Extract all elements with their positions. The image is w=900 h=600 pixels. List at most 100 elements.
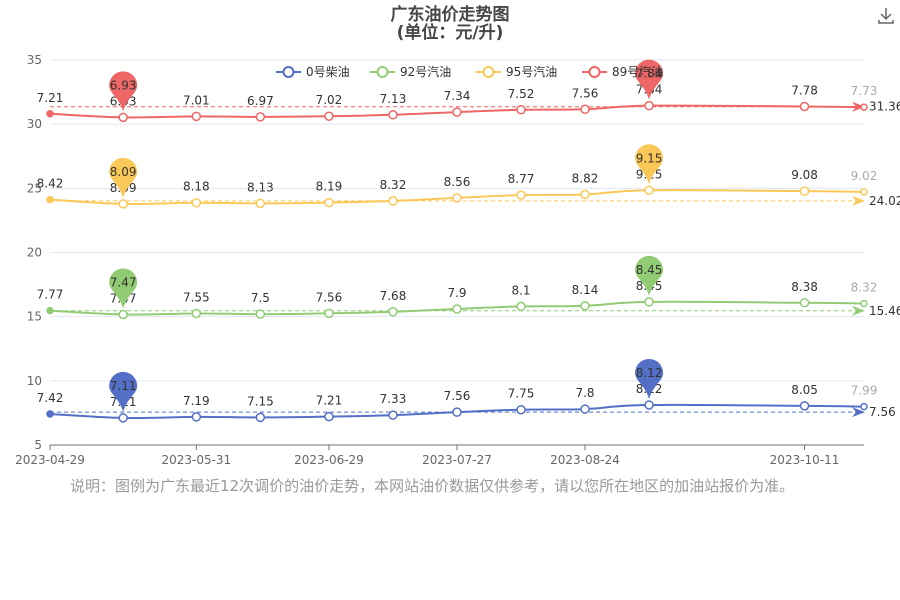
- data-point: [191, 111, 202, 122]
- pin-shape: [635, 358, 664, 399]
- data-point: [580, 189, 590, 200]
- data-label: 7.9: [447, 286, 466, 300]
- data-point: [644, 297, 654, 307]
- max-pin: 8.12: [635, 358, 664, 399]
- y-tick-label: 5: [34, 438, 42, 452]
- data-label: 7.33: [380, 392, 407, 406]
- data-label: 7.02: [316, 93, 343, 107]
- average-label: 7.56: [869, 405, 896, 419]
- data-label: 8.13: [247, 180, 274, 194]
- pin-shape: [109, 268, 138, 309]
- legend-item-1[interactable]: 92号汽油: [370, 64, 451, 79]
- legend-item-0[interactable]: 0号柴油: [276, 65, 350, 79]
- data-point: [580, 404, 590, 414]
- data-label: 8.82: [572, 171, 599, 185]
- download-icon[interactable]: [876, 6, 896, 26]
- data-point: [191, 412, 202, 422]
- data-point: [644, 185, 654, 196]
- data-label: 7.56: [444, 389, 471, 403]
- data-point: [644, 100, 654, 111]
- data-point: [118, 413, 128, 423]
- y-tick-label: 10: [27, 374, 42, 388]
- data-label: 7.21: [37, 91, 64, 105]
- data-label: 8.56: [444, 175, 471, 189]
- pin-label: 8.45: [636, 263, 663, 277]
- pin-shape: [109, 371, 138, 412]
- data-point: [516, 190, 526, 200]
- data-point: [799, 101, 810, 112]
- data-point: [388, 410, 398, 420]
- data-label: 7.73: [851, 84, 878, 98]
- data-label: 8.38: [791, 280, 818, 294]
- data-label: 8.77: [508, 172, 535, 186]
- data-point: [860, 402, 868, 411]
- data-point: [46, 306, 54, 315]
- legend-label: 89号汽油: [612, 64, 663, 79]
- data-label: 7.42: [37, 391, 64, 405]
- data-point: [255, 112, 266, 122]
- grid-lines: [50, 59, 864, 382]
- series-2: 24.02 8.42 8.09 8.18 8.13 8.19 8.32 8.56 8.77 8.8…: [37, 144, 900, 209]
- legend-item-3[interactable]: 89号汽油: [582, 64, 663, 79]
- legend-marker: [482, 66, 495, 78]
- data-label: 7.15: [247, 394, 274, 408]
- data-point: [255, 309, 266, 319]
- legend-label: 92号汽油: [400, 64, 451, 79]
- legend[interactable]: 0号柴油 92号汽油 95号汽油 89号汽油: [276, 64, 663, 79]
- pin-shape: [109, 71, 138, 112]
- legend-marker: [376, 66, 389, 78]
- pin-shape: [109, 157, 138, 198]
- data-label: 8.32: [851, 281, 878, 295]
- data-label: 7.19: [183, 394, 210, 408]
- data-point: [255, 198, 266, 209]
- pin-label: 7.84: [636, 67, 663, 81]
- average-arrow: [852, 305, 865, 316]
- min-pin: 8.09: [109, 157, 138, 198]
- y-tick-label: 35: [27, 53, 42, 67]
- data-point: [255, 412, 266, 423]
- data-label: 7.56: [572, 86, 599, 100]
- data-point: [644, 400, 654, 410]
- data-point: [799, 298, 810, 308]
- average-label: 24.02: [869, 194, 900, 208]
- data-point: [324, 197, 334, 208]
- data-label: 7.56: [316, 290, 343, 304]
- data-label: 8.18: [183, 180, 210, 194]
- data-point: [452, 304, 462, 314]
- data-label: 7.34: [444, 89, 471, 103]
- y-tick-label: 20: [27, 246, 42, 260]
- data-point: [388, 307, 398, 317]
- data-point: [46, 410, 54, 418]
- legend-marker: [588, 66, 601, 78]
- y-tick-label: 15: [27, 310, 42, 324]
- data-point: [799, 401, 810, 411]
- legend-label: 95号汽油: [506, 64, 557, 79]
- legend-label: 0号柴油: [306, 65, 350, 79]
- data-label: 7.21: [316, 394, 343, 408]
- x-tick-label: 2023-05-31: [161, 453, 231, 467]
- series-1: 15.46 7.77 7.47 7.55 7.5 7.56 7.68 7.9 8.1 8.14 8.…: [37, 255, 900, 320]
- data-label: 8.1: [511, 283, 530, 297]
- pin-label: 9.15: [636, 151, 663, 165]
- data-point: [452, 107, 462, 117]
- data-point: [118, 199, 128, 209]
- chart-note: 说明：图例为广东最近12次调价的油价走势，本网站油价数据仅供参考，请以您所在地区…: [70, 477, 795, 495]
- data-label: 7.99: [851, 384, 878, 398]
- pin-label: 8.12: [636, 366, 663, 380]
- data-label: 8.19: [316, 180, 343, 194]
- y-tick-label: 25: [27, 181, 42, 195]
- data-point: [324, 411, 334, 422]
- min-pin: 6.93: [109, 71, 138, 112]
- data-point: [46, 195, 54, 204]
- chart-subtitle: (单位：元/升): [397, 22, 504, 43]
- data-point: [860, 103, 868, 111]
- data-point: [324, 111, 334, 121]
- data-label: 7.75: [508, 387, 535, 401]
- data-label: 8.14: [572, 283, 599, 297]
- pin-shape: [635, 59, 664, 100]
- data-point: [580, 104, 590, 115]
- average-arrow: [852, 101, 865, 112]
- max-pin: 9.15: [635, 144, 664, 185]
- series-layer: 7.56 7.42 7.11 7.19 7.15 7.21 7.33 7.56 7.75 7.8 8…: [37, 59, 900, 423]
- legend-item-2[interactable]: 95号汽油: [476, 64, 557, 79]
